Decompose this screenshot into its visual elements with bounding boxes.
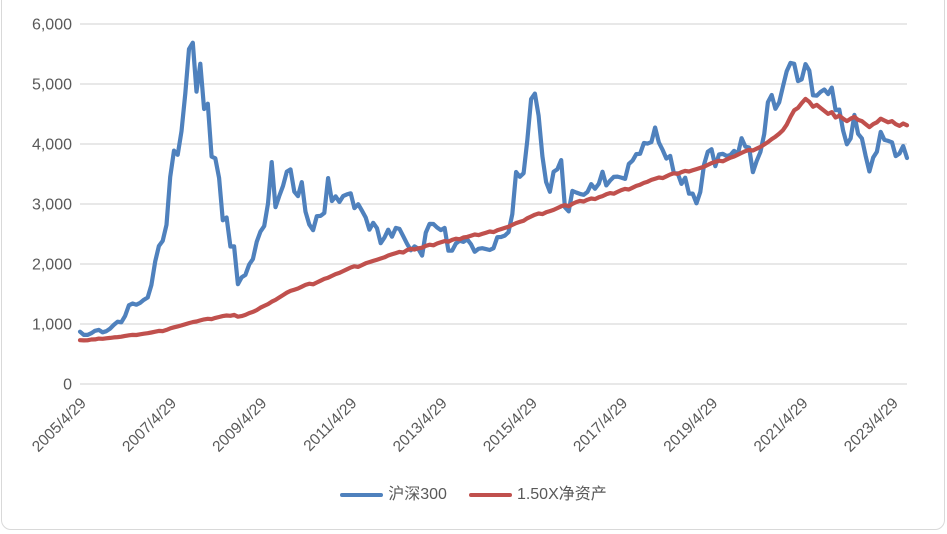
x-axis-tick-label: 2023/4/29	[841, 395, 902, 456]
series-line-0	[77, 40, 910, 337]
legend-line-swatch-net-assets	[468, 492, 512, 498]
x-axis-tick-label: 2021/4/29	[751, 395, 812, 456]
legend-label-net-assets: 1.50X净资产	[516, 486, 607, 503]
x-axis-tick-label: 2013/4/29	[390, 395, 451, 456]
legend-label-csi300: 沪深300	[388, 486, 447, 503]
y-axis-tick-label: 0	[63, 377, 72, 394]
x-axis-tick-label: 2015/4/29	[480, 395, 541, 456]
x-axis-tick-label: 2017/4/29	[570, 395, 631, 456]
legend-item-net-assets: 1.50X净资产	[468, 486, 607, 503]
x-axis-tick-label: 2009/4/29	[209, 395, 270, 456]
y-axis-tick-label: 1,000	[32, 317, 72, 334]
x-axis-tick-label: 2011/4/29	[301, 395, 361, 455]
legend-line-swatch-csi300	[340, 492, 384, 498]
y-axis-tick-label: 3,000	[32, 197, 72, 214]
y-axis-tick-label: 5,000	[32, 77, 72, 94]
legend-item-csi300: 沪深300	[340, 487, 447, 503]
x-axis-tick-label: 2019/4/29	[661, 395, 722, 456]
x-axis-tick-label: 2007/4/29	[119, 395, 180, 456]
x-axis-tick-label: 2005/4/29	[29, 395, 90, 456]
y-axis-tick-label: 4,000	[32, 137, 72, 154]
chart-legend: 沪深300 1.50X净资产	[0, 487, 947, 503]
series-line-1	[77, 96, 910, 343]
y-axis-tick-label: 6,000	[32, 17, 72, 34]
y-axis-tick-label: 2,000	[32, 257, 72, 274]
